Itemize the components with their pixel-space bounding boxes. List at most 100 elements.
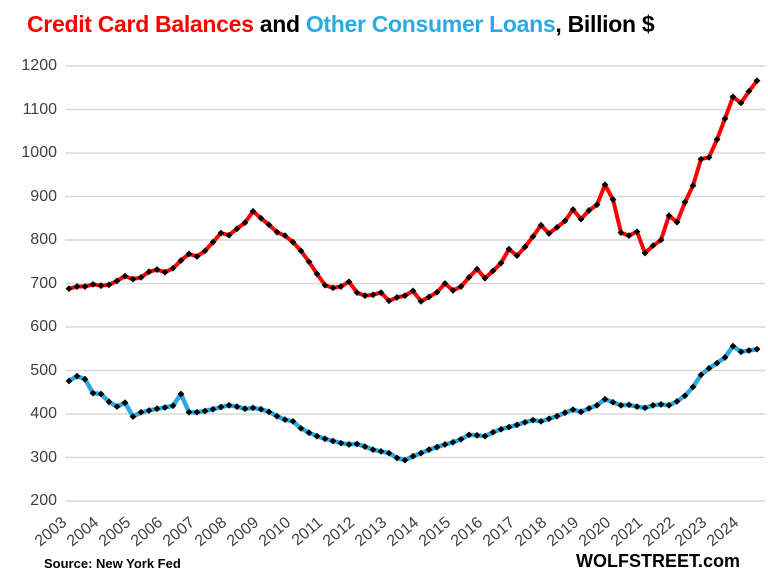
source-note: Source: New York Fed (44, 556, 181, 571)
data-point-marker (153, 266, 161, 273)
data-point-marker (145, 268, 153, 276)
data-point-marker (553, 223, 561, 231)
data-point-marker (513, 252, 521, 260)
data-point-marker (681, 392, 689, 400)
y-axis-tick-label: 1000 (21, 144, 57, 161)
data-point-marker (537, 417, 545, 425)
data-point-marker (569, 406, 577, 414)
data-point-marker (433, 288, 441, 296)
data-point-marker (401, 456, 409, 464)
data-point-marker (305, 258, 313, 266)
data-point-marker (297, 424, 305, 432)
title-and-segment: and (253, 11, 306, 37)
data-point-marker (249, 404, 257, 412)
data-point-marker (449, 287, 457, 294)
data-point-marker (513, 421, 521, 429)
data-point-marker (201, 247, 209, 255)
watermark-link[interactable]: WOLFSTREET.com (575, 551, 740, 571)
data-point-marker (593, 401, 601, 409)
data-point-marker (153, 405, 161, 413)
data-point-marker (185, 408, 193, 416)
data-point-marker (369, 446, 377, 454)
data-point-marker (177, 390, 185, 398)
data-point-marker (585, 207, 593, 214)
data-point-marker (217, 403, 225, 411)
data-point-marker (321, 281, 329, 289)
data-point-marker (745, 87, 753, 95)
data-point-marker (289, 417, 297, 425)
data-point-marker (569, 206, 577, 213)
data-point-marker (305, 429, 313, 437)
title-other-loans-segment: Other Consumer Loans (305, 11, 556, 37)
data-point-marker (689, 182, 697, 190)
data-point-marker (601, 181, 609, 189)
data-point-marker (417, 449, 425, 457)
data-point-marker (641, 249, 649, 257)
data-point-marker (657, 401, 665, 408)
data-point-marker (673, 218, 681, 226)
data-point-marker (625, 232, 633, 240)
data-point-marker (697, 371, 705, 379)
data-point-marker (529, 233, 537, 240)
data-point-marker (265, 221, 273, 229)
data-point-marker (265, 408, 273, 416)
data-point-marker (377, 289, 385, 297)
data-point-marker (585, 404, 593, 412)
y-axis-tick-label: 200 (30, 492, 57, 509)
data-point-marker (97, 282, 105, 290)
y-axis-tick-label: 500 (30, 361, 57, 379)
data-point-marker (713, 136, 721, 143)
data-point-marker (281, 232, 289, 240)
data-point-marker (337, 439, 345, 447)
data-point-marker (561, 217, 569, 225)
data-point-marker (353, 289, 361, 297)
data-point-marker (209, 238, 217, 246)
data-point-marker (673, 397, 681, 405)
data-point-marker (665, 212, 673, 220)
y-axis-tick-label: 1200 (21, 57, 57, 74)
data-point-marker (137, 408, 145, 416)
data-point-marker (169, 402, 177, 410)
data-point-marker (121, 399, 129, 407)
title-credit-card-segment: Credit Card Balances (27, 11, 254, 37)
data-point-marker (625, 401, 633, 409)
data-point-marker (369, 291, 377, 299)
data-point-marker (425, 446, 433, 454)
data-point-marker (537, 221, 545, 229)
data-point-marker (129, 413, 137, 421)
data-point-marker (561, 409, 569, 417)
data-point-marker (521, 243, 529, 251)
data-point-marker (617, 229, 625, 237)
data-point-marker (441, 280, 449, 287)
y-axis-tick-label: 1100 (22, 100, 57, 118)
data-point-marker (729, 93, 737, 101)
data-point-marker (401, 292, 409, 300)
data-point-marker (329, 437, 337, 445)
data-point-marker (233, 403, 241, 411)
data-point-marker (73, 372, 81, 380)
data-point-marker (593, 201, 601, 209)
data-point-marker (193, 408, 201, 416)
data-point-marker (721, 115, 729, 123)
data-point-marker (433, 443, 441, 451)
data-point-marker (289, 238, 297, 246)
data-point-marker (329, 284, 337, 292)
data-point-marker (417, 297, 425, 305)
data-point-marker (545, 230, 553, 237)
data-point-marker (409, 287, 417, 295)
data-point-marker (129, 275, 137, 283)
data-point-marker (577, 408, 585, 416)
data-point-marker (713, 359, 721, 367)
data-point-marker (657, 236, 665, 244)
data-point-marker (641, 404, 649, 412)
data-point-marker (273, 412, 281, 420)
data-point-marker (745, 347, 753, 354)
data-point-marker (441, 441, 449, 448)
data-point-marker (313, 432, 321, 440)
data-point-marker (313, 270, 321, 278)
data-point-marker (353, 440, 361, 448)
title-unit-segment: , Billion $ (555, 11, 655, 37)
data-point-marker (753, 77, 761, 85)
data-point-marker (721, 354, 729, 361)
